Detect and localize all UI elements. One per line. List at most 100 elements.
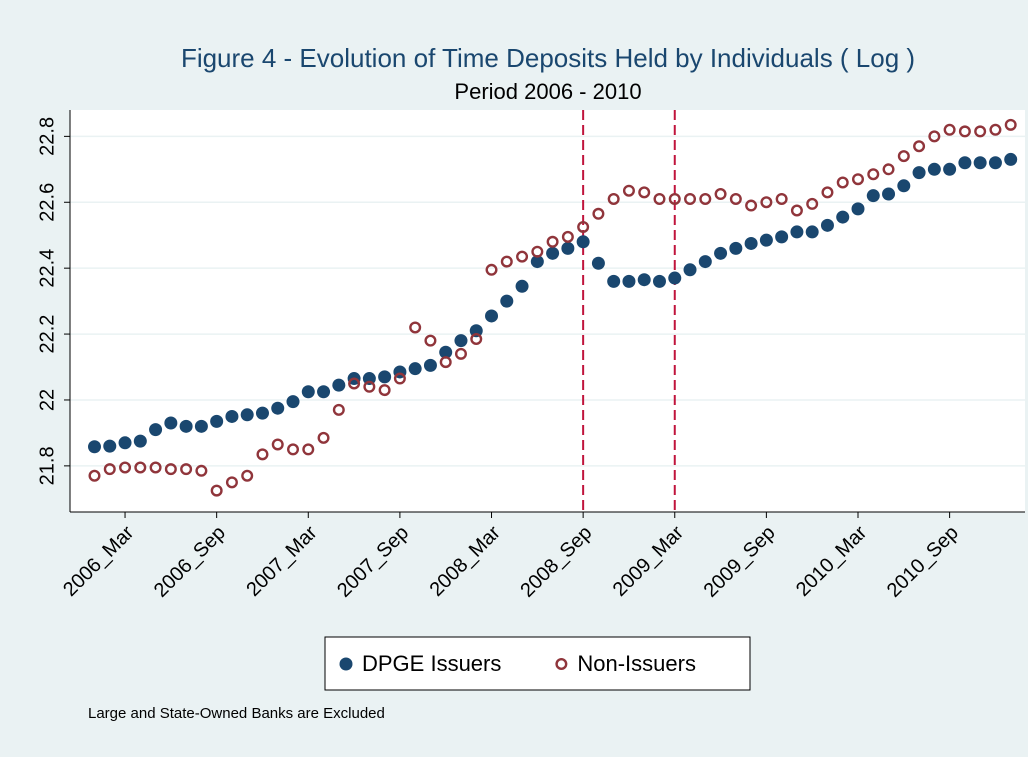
point	[913, 140, 926, 153]
point	[699, 192, 712, 205]
point	[561, 230, 574, 243]
point	[530, 255, 544, 269]
point	[286, 395, 300, 409]
point	[179, 419, 193, 433]
point	[958, 156, 972, 170]
point	[576, 235, 590, 249]
point	[348, 377, 361, 390]
point	[714, 188, 727, 201]
point	[652, 274, 666, 288]
point	[806, 197, 819, 210]
y-tick-label: 21.8	[36, 446, 58, 485]
point	[577, 220, 590, 233]
point	[149, 461, 162, 474]
point	[423, 358, 437, 372]
point	[103, 463, 116, 476]
point	[194, 419, 208, 433]
point	[317, 431, 330, 444]
point	[240, 408, 254, 422]
point	[684, 192, 697, 205]
point	[409, 321, 422, 334]
point	[744, 236, 758, 250]
point	[561, 241, 575, 255]
point	[760, 196, 773, 209]
legend-marker	[555, 658, 568, 671]
point	[500, 294, 514, 308]
point	[683, 263, 697, 277]
point	[958, 125, 971, 138]
y-tick-label: 22.2	[36, 315, 58, 354]
point	[638, 186, 651, 199]
point	[454, 334, 468, 348]
point	[591, 256, 605, 270]
point	[882, 187, 896, 201]
point	[790, 225, 804, 239]
point	[607, 192, 620, 205]
y-tick-label: 22.4	[36, 249, 58, 288]
point	[180, 463, 193, 476]
point	[622, 274, 636, 288]
point	[836, 176, 849, 189]
point	[775, 230, 789, 244]
point	[424, 334, 437, 347]
y-tick-label: 22.6	[36, 183, 58, 222]
point	[973, 156, 987, 170]
point	[928, 130, 941, 143]
point	[546, 235, 559, 248]
legend-box	[324, 636, 751, 691]
point	[745, 199, 758, 212]
point	[927, 162, 941, 176]
point	[546, 246, 560, 260]
point	[515, 279, 529, 293]
chart-subtitle: Period 2006 - 2010	[454, 79, 641, 104]
point	[302, 443, 315, 456]
point	[897, 179, 911, 193]
point	[989, 123, 1002, 136]
point	[119, 461, 132, 474]
legend-label: Non-Issuers	[577, 651, 696, 676]
point	[821, 186, 834, 199]
point	[378, 370, 392, 384]
point	[943, 162, 957, 176]
point	[393, 372, 406, 385]
point	[592, 207, 605, 220]
point	[867, 168, 880, 181]
point	[820, 218, 834, 232]
legend-marker	[339, 657, 353, 671]
point	[668, 192, 681, 205]
point	[866, 189, 880, 203]
point	[134, 461, 147, 474]
point	[1004, 152, 1018, 166]
y-tick-label: 22	[36, 389, 58, 411]
point	[133, 434, 147, 448]
point	[836, 210, 850, 224]
point	[775, 192, 788, 205]
point	[225, 409, 239, 423]
point	[164, 463, 177, 476]
point	[485, 263, 498, 276]
point	[301, 385, 315, 399]
point	[470, 333, 483, 346]
point	[271, 401, 285, 415]
point	[500, 255, 513, 268]
point	[851, 202, 865, 216]
point	[210, 484, 223, 497]
point	[531, 245, 544, 258]
point	[974, 125, 987, 138]
point	[317, 385, 331, 399]
point	[103, 439, 117, 453]
point	[653, 192, 666, 205]
point	[1004, 118, 1017, 131]
point	[241, 469, 254, 482]
point	[516, 250, 529, 263]
point	[271, 438, 284, 451]
point	[256, 448, 269, 461]
point	[912, 166, 926, 180]
point	[698, 255, 712, 269]
point	[149, 423, 163, 437]
point	[668, 271, 682, 285]
point	[88, 469, 101, 482]
point	[637, 273, 651, 287]
point	[454, 347, 467, 360]
point	[363, 380, 376, 393]
